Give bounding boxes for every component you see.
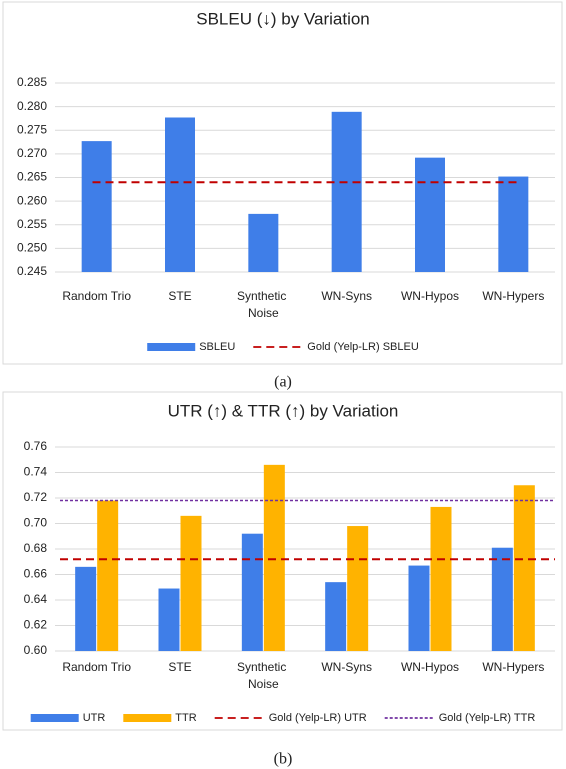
- x-tick-label: Random Trio: [62, 660, 131, 674]
- caption: (b): [274, 751, 293, 768]
- legend-label: UTR: [83, 712, 106, 724]
- y-tick-label: 0.280: [17, 99, 47, 113]
- y-tick-label: 0.62: [24, 618, 48, 632]
- x-tick-label: Synthetic Noise: [237, 660, 290, 691]
- legend-label: Gold (Yelp-LR) TTR: [439, 712, 536, 724]
- bar: [491, 547, 513, 651]
- y-tick-label: 0.245: [17, 264, 47, 278]
- bar: [408, 565, 430, 651]
- chart-title: SBLEU (↓) by Variation: [196, 9, 370, 28]
- bar: [97, 500, 119, 651]
- x-tick-label: WN-Hypers: [482, 660, 544, 674]
- legend-label: TTR: [175, 712, 196, 724]
- bar: [263, 464, 285, 651]
- legend-label: SBLEU: [199, 341, 235, 353]
- bar: [180, 515, 202, 651]
- bar: [415, 157, 445, 272]
- y-tick-label: 0.76: [24, 439, 48, 453]
- bar: [165, 117, 195, 273]
- y-tick-label: 0.60: [24, 643, 48, 657]
- x-tick-label: Synthetic Noise: [237, 289, 290, 320]
- legend-swatch: [30, 714, 79, 722]
- bar: [75, 566, 97, 651]
- x-tick-label: WN-Hypers: [482, 289, 544, 303]
- legend-swatch: [123, 714, 172, 722]
- y-tick-label: 0.270: [17, 146, 47, 160]
- x-tick-label: STE: [168, 289, 191, 303]
- y-tick-label: 0.64: [24, 592, 48, 606]
- bar: [158, 588, 180, 651]
- chart-title: UTR (↑) & TTR (↑) by Variation: [168, 401, 399, 420]
- y-tick-label: 0.250: [17, 241, 47, 255]
- x-tick-label: WN-Syns: [321, 660, 372, 674]
- legend-label: Gold (Yelp-LR) UTR: [269, 712, 367, 724]
- y-tick-label: 0.68: [24, 541, 48, 555]
- bar: [241, 533, 263, 651]
- y-tick-label: 0.74: [24, 465, 48, 479]
- legend-label: Gold (Yelp-LR) SBLEU: [307, 341, 419, 353]
- y-tick-label: 0.285: [17, 75, 47, 89]
- y-tick-label: 0.66: [24, 567, 48, 581]
- y-tick-label: 0.260: [17, 193, 47, 207]
- y-tick-label: 0.255: [17, 217, 47, 231]
- x-tick-label: STE: [168, 660, 191, 674]
- legend-swatch: [147, 343, 196, 351]
- bar: [347, 526, 369, 651]
- bar: [513, 485, 535, 651]
- x-tick-label: WN-Hypos: [401, 660, 459, 674]
- chart-frame: [2, 1, 563, 365]
- y-tick-label: 0.72: [24, 490, 48, 504]
- y-tick-label: 0.265: [17, 170, 47, 184]
- bar: [430, 506, 452, 651]
- y-tick-label: 0.275: [17, 122, 47, 136]
- x-tick-label: WN-Hypos: [401, 289, 459, 303]
- y-tick-label: 0.70: [24, 516, 48, 530]
- bar: [248, 213, 279, 272]
- x-tick-label: Random Trio: [62, 289, 131, 303]
- bar: [331, 111, 362, 272]
- bar: [81, 141, 112, 272]
- bar: [498, 176, 529, 272]
- chart-frame: [2, 391, 563, 731]
- caption: (a): [274, 374, 292, 391]
- bar: [325, 582, 347, 651]
- x-tick-label: WN-Syns: [321, 289, 372, 303]
